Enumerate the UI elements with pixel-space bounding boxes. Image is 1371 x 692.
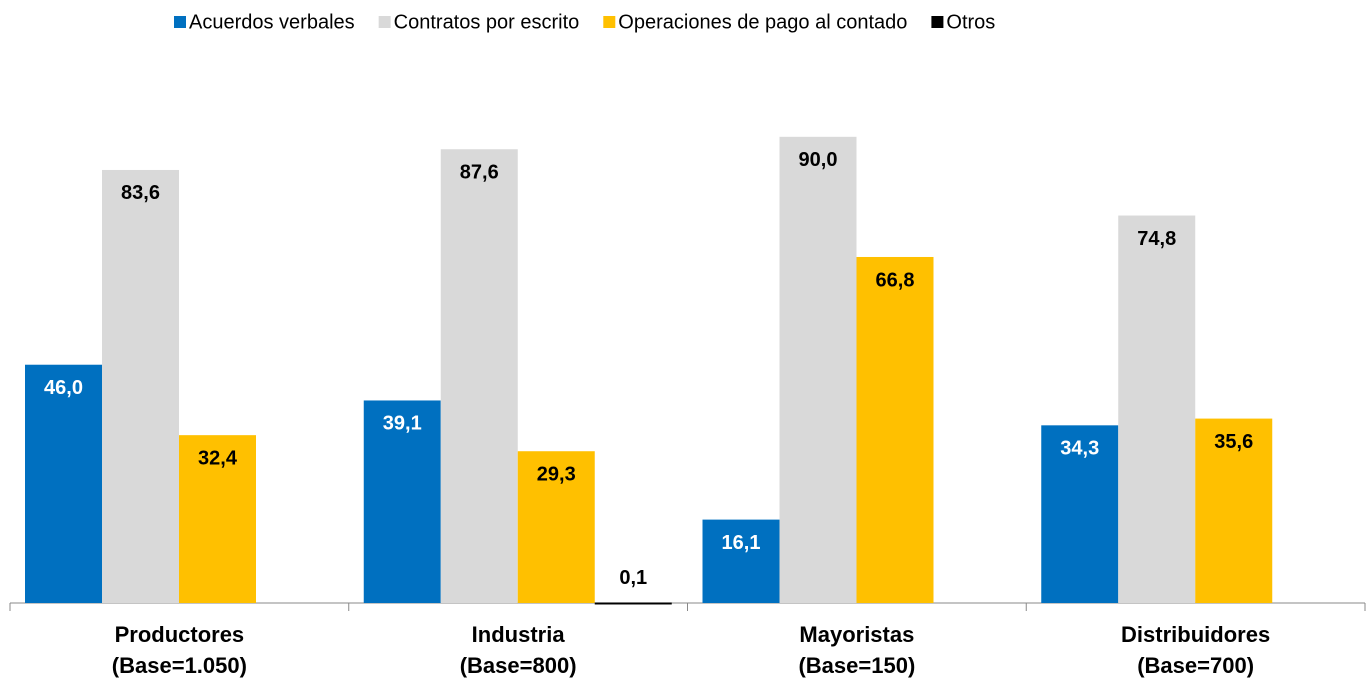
legend-swatch (174, 16, 186, 28)
legend-label: Acuerdos verbales (189, 11, 355, 33)
x-tick-label: (Base=700) (1137, 653, 1254, 678)
value-label: 0,1 (619, 567, 647, 589)
value-label: 87,6 (460, 162, 499, 184)
value-label: 39,1 (383, 413, 422, 435)
value-label: 83,6 (121, 182, 160, 204)
bar (440, 149, 518, 603)
legend-label: Otros (946, 11, 995, 33)
legend-swatch (378, 16, 391, 28)
value-label: 66,8 (876, 269, 915, 291)
bar (594, 602, 672, 605)
x-tick-label: Mayoristas (799, 622, 914, 647)
value-label: 16,1 (722, 532, 761, 554)
bar (1041, 425, 1119, 603)
bar (25, 364, 102, 603)
value-label: 34,3 (1060, 438, 1099, 460)
bar (856, 256, 934, 603)
legend-label: Operaciones de pago al contado (618, 11, 907, 33)
value-label: 74,8 (1137, 228, 1176, 250)
bar (779, 136, 857, 604)
x-tick-label: (Base=1.050) (112, 653, 247, 678)
x-tick-label: Distribuidores (1121, 622, 1270, 647)
value-label: 90,0 (799, 149, 838, 171)
bar (517, 451, 595, 603)
value-label: 46,0 (44, 377, 83, 399)
bar (702, 519, 780, 603)
value-label: 35,6 (1214, 431, 1253, 453)
x-tick-label: (Base=800) (460, 653, 577, 678)
bar (363, 400, 441, 603)
x-tick-label: (Base=150) (798, 653, 915, 678)
x-tick-label: Productores (115, 622, 245, 647)
bar (1195, 418, 1273, 603)
bar (1118, 215, 1196, 603)
legend-label: Contratos por escrito (394, 11, 580, 33)
legend-swatch (603, 16, 616, 28)
x-tick-label: Industria (472, 622, 566, 647)
legend-swatch (931, 16, 944, 28)
bar (179, 435, 256, 603)
bar (102, 169, 179, 603)
value-label: 29,3 (537, 464, 576, 486)
value-label: 32,4 (198, 447, 238, 469)
